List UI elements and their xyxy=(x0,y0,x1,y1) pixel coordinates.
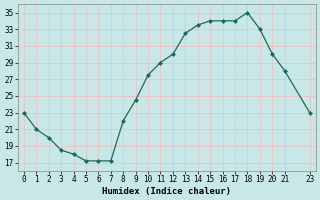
X-axis label: Humidex (Indice chaleur): Humidex (Indice chaleur) xyxy=(102,187,231,196)
